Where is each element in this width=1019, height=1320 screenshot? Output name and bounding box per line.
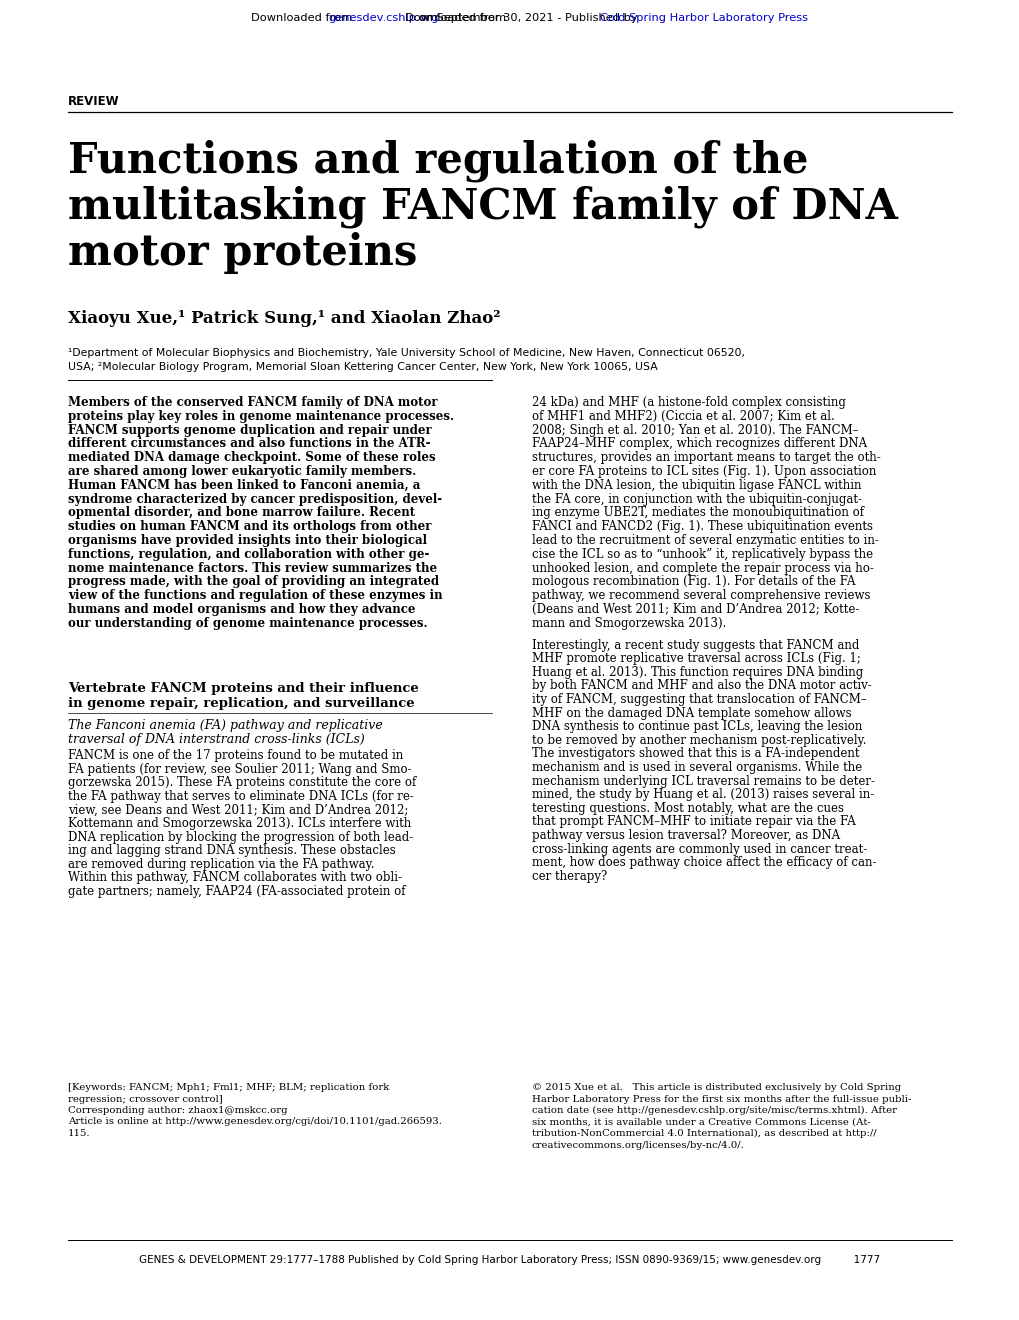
Text: FA patients (for review, see Soulier 2011; Wang and Smo-: FA patients (for review, see Soulier 201… — [68, 763, 412, 776]
Text: pathway, we recommend several comprehensive reviews: pathway, we recommend several comprehens… — [532, 589, 869, 602]
Text: of MHF1 and MHF2) (Ciccia et al. 2007; Kim et al.: of MHF1 and MHF2) (Ciccia et al. 2007; K… — [532, 409, 834, 422]
Text: multitasking FANCM family of DNA: multitasking FANCM family of DNA — [68, 186, 897, 228]
Text: DNA synthesis to continue past ICLs, leaving the lesion: DNA synthesis to continue past ICLs, lea… — [532, 721, 861, 733]
Text: © 2015 Xue et al.   This article is distributed exclusively by Cold Spring: © 2015 Xue et al. This article is distri… — [532, 1082, 900, 1092]
Text: ¹Department of Molecular Biophysics and Biochemistry, Yale University School of : ¹Department of Molecular Biophysics and … — [68, 348, 744, 358]
Text: (Deans and West 2011; Kim and D’Andrea 2012; Kotte-: (Deans and West 2011; Kim and D’Andrea 2… — [532, 603, 859, 616]
Text: [Keywords: FANCM; Mph1; Fml1; MHF; BLM; replication fork: [Keywords: FANCM; Mph1; Fml1; MHF; BLM; … — [68, 1082, 389, 1092]
Text: REVIEW: REVIEW — [68, 95, 119, 108]
Text: lead to the recruitment of several enzymatic entities to in-: lead to the recruitment of several enzym… — [532, 535, 878, 546]
Text: mann and Smogorzewska 2013).: mann and Smogorzewska 2013). — [532, 616, 726, 630]
Text: mologous recombination (Fig. 1). For details of the FA: mologous recombination (Fig. 1). For det… — [532, 576, 855, 589]
Text: gate partners; namely, FAAP24 (FA-associated protein of: gate partners; namely, FAAP24 (FA-associ… — [68, 884, 406, 898]
Text: cer therapy?: cer therapy? — [532, 870, 606, 883]
Text: syndrome characterized by cancer predisposition, devel-: syndrome characterized by cancer predisp… — [68, 492, 441, 506]
Text: Downloaded from: Downloaded from — [251, 13, 355, 22]
Text: Corresponding author: zhaox1@mskcc.org: Corresponding author: zhaox1@mskcc.org — [68, 1106, 287, 1115]
Text: cation date (see http://genesdev.cshlp.org/site/misc/terms.xhtml). After: cation date (see http://genesdev.cshlp.o… — [532, 1106, 896, 1115]
Text: cise the ICL so as to “unhook” it, replicatively bypass the: cise the ICL so as to “unhook” it, repli… — [532, 548, 872, 561]
Text: FANCM supports genome duplication and repair under: FANCM supports genome duplication and re… — [68, 424, 431, 437]
Text: 2008; Singh et al. 2010; Yan et al. 2010). The FANCM–: 2008; Singh et al. 2010; Yan et al. 2010… — [532, 424, 858, 437]
Text: on September 30, 2021 - Published by: on September 30, 2021 - Published by — [415, 13, 641, 22]
Text: er core FA proteins to ICL sites (Fig. 1). Upon association: er core FA proteins to ICL sites (Fig. 1… — [532, 465, 875, 478]
Text: Xiaoyu Xue,¹ Patrick Sung,¹ and Xiaolan Zhao²: Xiaoyu Xue,¹ Patrick Sung,¹ and Xiaolan … — [68, 310, 500, 327]
Text: the FA core, in conjunction with the ubiquitin-conjugat-: the FA core, in conjunction with the ubi… — [532, 492, 861, 506]
Text: gorzewska 2015). These FA proteins constitute the core of: gorzewska 2015). These FA proteins const… — [68, 776, 416, 789]
Text: DNA replication by blocking the progression of both lead-: DNA replication by blocking the progress… — [68, 830, 413, 843]
Text: Harbor Laboratory Press for the first six months after the full-issue publi-: Harbor Laboratory Press for the first si… — [532, 1094, 911, 1104]
Text: mined, the study by Huang et al. (2013) raises several in-: mined, the study by Huang et al. (2013) … — [532, 788, 873, 801]
Text: six months, it is available under a Creative Commons License (At-: six months, it is available under a Crea… — [532, 1118, 870, 1126]
Text: with the DNA lesion, the ubiquitin ligase FANCL within: with the DNA lesion, the ubiquitin ligas… — [532, 479, 861, 492]
Text: The Fanconi anemia (FA) pathway and replicative: The Fanconi anemia (FA) pathway and repl… — [68, 719, 382, 733]
Text: USA; ²Molecular Biology Program, Memorial Sloan Kettering Cancer Center, New Yor: USA; ²Molecular Biology Program, Memoria… — [68, 362, 657, 372]
Text: organisms have provided insights into their biological: organisms have provided insights into th… — [68, 535, 427, 546]
Text: teresting questions. Most notably, what are the cues: teresting questions. Most notably, what … — [532, 801, 843, 814]
Text: Within this pathway, FANCM collaborates with two obli-: Within this pathway, FANCM collaborates … — [68, 871, 401, 884]
Text: Functions and regulation of the: Functions and regulation of the — [68, 140, 808, 182]
Text: are removed during replication via the FA pathway.: are removed during replication via the F… — [68, 858, 374, 871]
Text: FAAP24–MHF complex, which recognizes different DNA: FAAP24–MHF complex, which recognizes dif… — [532, 437, 866, 450]
Text: Human FANCM has been linked to Fanconi anemia, a: Human FANCM has been linked to Fanconi a… — [68, 479, 420, 492]
Text: ity of FANCM, suggesting that translocation of FANCM–: ity of FANCM, suggesting that translocat… — [532, 693, 866, 706]
Text: ment, how does pathway choice affect the efficacy of can-: ment, how does pathway choice affect the… — [532, 857, 875, 869]
Text: pathway versus lesion traversal? Moreover, as DNA: pathway versus lesion traversal? Moreove… — [532, 829, 840, 842]
Text: traversal of DNA interstrand cross-links (ICLs): traversal of DNA interstrand cross-links… — [68, 733, 365, 746]
Text: genesdev.cshlp.org: genesdev.cshlp.org — [328, 13, 438, 22]
Text: our understanding of genome maintenance processes.: our understanding of genome maintenance … — [68, 616, 427, 630]
Text: The investigators showed that this is a FA-independent: The investigators showed that this is a … — [532, 747, 859, 760]
Text: opmental disorder, and bone marrow failure. Recent: opmental disorder, and bone marrow failu… — [68, 507, 415, 519]
Text: humans and model organisms and how they advance: humans and model organisms and how they … — [68, 603, 415, 616]
Text: mechanism and is used in several organisms. While the: mechanism and is used in several organis… — [532, 762, 861, 774]
Text: to be removed by another mechanism post-replicatively.: to be removed by another mechanism post-… — [532, 734, 866, 747]
Text: 24 kDa) and MHF (a histone-fold complex consisting: 24 kDa) and MHF (a histone-fold complex … — [532, 396, 845, 409]
Text: that prompt FANCM–MHF to initiate repair via the FA: that prompt FANCM–MHF to initiate repair… — [532, 816, 855, 829]
Text: 115.: 115. — [68, 1129, 91, 1138]
Text: mediated DNA damage checkpoint. Some of these roles: mediated DNA damage checkpoint. Some of … — [68, 451, 435, 465]
Text: Interestingly, a recent study suggests that FANCM and: Interestingly, a recent study suggests t… — [532, 639, 859, 652]
Text: the FA pathway that serves to eliminate DNA ICLs (for re-: the FA pathway that serves to eliminate … — [68, 789, 414, 803]
Text: nome maintenance factors. This review summarizes the: nome maintenance factors. This review su… — [68, 561, 437, 574]
Text: ing and lagging strand DNA synthesis. These obstacles: ing and lagging strand DNA synthesis. Th… — [68, 845, 395, 857]
Text: unhooked lesion, and complete the repair process via ho-: unhooked lesion, and complete the repair… — [532, 561, 873, 574]
Text: Downloaded from: Downloaded from — [405, 13, 510, 22]
Text: proteins play key roles in genome maintenance processes.: proteins play key roles in genome mainte… — [68, 409, 453, 422]
Text: Cold Spring Harbor Laboratory Press: Cold Spring Harbor Laboratory Press — [599, 13, 807, 22]
Text: are shared among lower eukaryotic family members.: are shared among lower eukaryotic family… — [68, 465, 416, 478]
Text: different circumstances and also functions in the ATR-: different circumstances and also functio… — [68, 437, 430, 450]
Text: GENES & DEVELOPMENT 29:1777–1788 Published by Cold Spring Harbor Laboratory Pres: GENES & DEVELOPMENT 29:1777–1788 Publish… — [140, 1255, 879, 1265]
Text: functions, regulation, and collaboration with other ge-: functions, regulation, and collaboration… — [68, 548, 429, 561]
Text: progress made, with the goal of providing an integrated: progress made, with the goal of providin… — [68, 576, 439, 589]
Text: FANCI and FANCD2 (Fig. 1). These ubiquitination events: FANCI and FANCD2 (Fig. 1). These ubiquit… — [532, 520, 872, 533]
Text: studies on human FANCM and its orthologs from other: studies on human FANCM and its orthologs… — [68, 520, 431, 533]
Text: MHF on the damaged DNA template somehow allows: MHF on the damaged DNA template somehow … — [532, 706, 851, 719]
Text: FANCM is one of the 17 proteins found to be mutated in: FANCM is one of the 17 proteins found to… — [68, 748, 403, 762]
Text: Huang et al. 2013). This function requires DNA binding: Huang et al. 2013). This function requir… — [532, 665, 862, 678]
Text: Article is online at http://www.genesdev.org/cgi/doi/10.1101/gad.266593.: Article is online at http://www.genesdev… — [68, 1118, 441, 1126]
Text: ing enzyme UBE2T, mediates the monoubiquitination of: ing enzyme UBE2T, mediates the monoubiqu… — [532, 507, 863, 519]
Text: structures, provides an important means to target the oth-: structures, provides an important means … — [532, 451, 879, 465]
Text: in genome repair, replication, and surveillance: in genome repair, replication, and surve… — [68, 697, 414, 710]
Text: MHF promote replicative traversal across ICLs (Fig. 1;: MHF promote replicative traversal across… — [532, 652, 860, 665]
Text: Members of the conserved FANCM family of DNA motor: Members of the conserved FANCM family of… — [68, 396, 437, 409]
Text: mechanism underlying ICL traversal remains to be deter-: mechanism underlying ICL traversal remai… — [532, 775, 874, 788]
Text: view of the functions and regulation of these enzymes in: view of the functions and regulation of … — [68, 589, 442, 602]
Text: regression; crossover control]: regression; crossover control] — [68, 1094, 222, 1104]
Text: motor proteins: motor proteins — [68, 232, 417, 275]
Text: tribution-NonCommercial 4.0 International), as described at http://: tribution-NonCommercial 4.0 Internationa… — [532, 1129, 875, 1138]
Text: Kottemann and Smogorzewska 2013). ICLs interfere with: Kottemann and Smogorzewska 2013). ICLs i… — [68, 817, 411, 830]
Text: by both FANCM and MHF and also the DNA motor activ-: by both FANCM and MHF and also the DNA m… — [532, 680, 871, 693]
Text: cross-linking agents are commonly used in cancer treat-: cross-linking agents are commonly used i… — [532, 842, 866, 855]
Text: view, see Deans and West 2011; Kim and D’Andrea 2012;: view, see Deans and West 2011; Kim and D… — [68, 804, 408, 816]
Text: creativecommons.org/licenses/by-nc/4.0/.: creativecommons.org/licenses/by-nc/4.0/. — [532, 1140, 744, 1150]
Text: Vertebrate FANCM proteins and their influence: Vertebrate FANCM proteins and their infl… — [68, 682, 419, 696]
